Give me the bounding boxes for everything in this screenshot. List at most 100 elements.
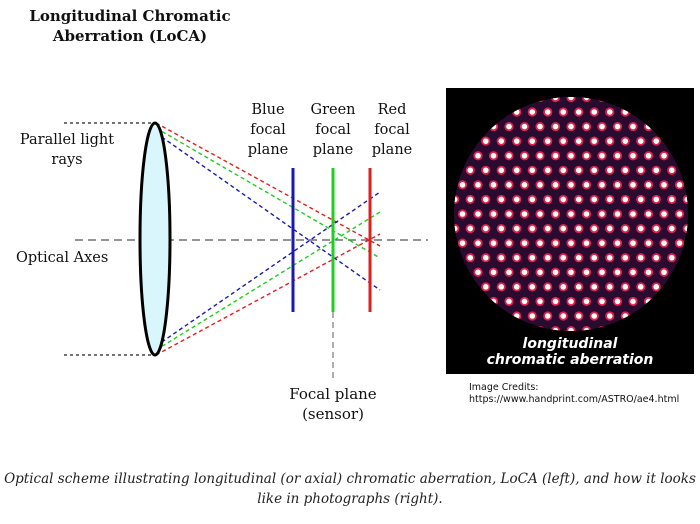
star-dot-core [606,254,613,261]
star-dot-halo [454,223,460,234]
star-dot-core [506,211,512,217]
star-dot-core [606,167,613,174]
star-dot-core [591,138,598,144]
star-dot-core [521,269,528,276]
star-dot-core [606,196,613,203]
star-dot-core [591,109,598,115]
star-dot-core [475,182,481,188]
green-ray-top [155,127,381,259]
star-dot-core [560,109,567,115]
star-dot-core [529,313,536,319]
star-dot-core [537,298,543,305]
star-dot-core [560,313,567,319]
blue-plane-line-1: Blue [251,102,285,118]
star-dot-core [637,196,644,203]
star-dot-core [684,196,688,203]
star-dot-core [583,97,590,101]
star-dot-core [637,138,644,144]
star-dot-core [630,211,636,217]
star-dot-halo [454,194,460,205]
star-dot-core [622,225,629,232]
star-dot-core [575,196,582,203]
star-dot-core [454,225,458,232]
star-dot-core [583,123,590,130]
photo-caption: longitudinal chromatic aberration [446,336,694,368]
star-dot-core [560,138,567,144]
star-dot-halo [550,97,561,103]
star-dot-core [506,240,512,246]
star-dot-core [552,152,559,159]
star-dot-core [529,138,536,144]
star-dot-core [506,298,512,305]
star-dot-core [537,240,543,246]
diagram-title: Longitudinal Chromatic Aberration (LoCA) [22,6,238,46]
star-dot-core [544,167,551,174]
star-dot-core [661,240,667,246]
star-dot-core [513,138,520,144]
star-dot-core [599,269,605,276]
star-dot-core [661,152,667,159]
star-dot-core [544,284,551,290]
star-dot-core [459,182,466,188]
star-dot-core [475,211,481,217]
star-dot-core [575,138,582,144]
green-plane-line-2: focal [315,122,351,138]
star-dot-core [568,123,574,130]
star-dot-core [568,298,574,305]
star-dot-core [614,182,621,188]
star-dot-core [622,196,629,203]
star-dot-core [490,240,497,246]
credits-url[interactable]: https://www.handprint.com/ASTRO/ae4.html [469,394,680,405]
star-dot-halo [535,97,545,103]
star-dot-core [614,123,621,130]
star-dot-core [490,211,497,217]
star-dot-core [583,327,590,331]
star-dot-halo [597,97,607,103]
star-dot-core [521,298,528,305]
star-dot-core [467,167,474,174]
star-dot-core [653,225,660,232]
star-dot-core [544,196,551,203]
star-dot-core [552,240,559,246]
star-dot-core [544,138,551,144]
star-dot-core [506,152,512,159]
parallel-light-rays-line-2: rays [51,152,83,168]
blue-plane-line-3: plane [247,142,289,158]
star-dot-core [537,152,543,159]
blue-ray-top [155,132,381,291]
star-dot-core [606,138,613,144]
star-dot-core [606,313,613,319]
star-dot-core [614,152,621,159]
focal-plane-line-1: Focal plane [289,385,377,403]
blue-focal-plane-label: Blue focal plane [240,100,296,160]
star-dot-core [630,152,636,159]
star-dot-core [645,123,652,130]
star-dot-core [575,313,582,319]
star-dot-core [521,240,528,246]
red-plane-line-2: focal [374,122,410,138]
star-dot-core [529,284,536,290]
star-dot-core [630,182,636,188]
star-dot-core [622,167,629,174]
star-dot-core [614,211,621,217]
star-dot-core [583,182,590,188]
optical-axes-text: Optical Axes [16,250,109,266]
star-dot-core [521,123,528,130]
star-dot-core [637,284,644,290]
star-dot-core [498,225,505,232]
credits-heading: Image Credits: [469,382,539,393]
star-dot-halo [682,223,688,234]
star-dot-core [583,211,590,217]
star-dot-core [490,298,497,305]
star-dot-core [622,284,629,290]
star-dot-core [591,313,598,319]
blue-ray-bottom [155,191,381,347]
star-dot-core [490,123,497,130]
star-dot-core [560,167,567,174]
parallel-light-rays-label: Parallel light rays [8,130,126,170]
star-dot-core [599,298,605,305]
star-dot-core [599,97,605,101]
star-dot-core [637,254,644,261]
star-dot-core [482,196,489,203]
star-dot-core [622,109,629,115]
